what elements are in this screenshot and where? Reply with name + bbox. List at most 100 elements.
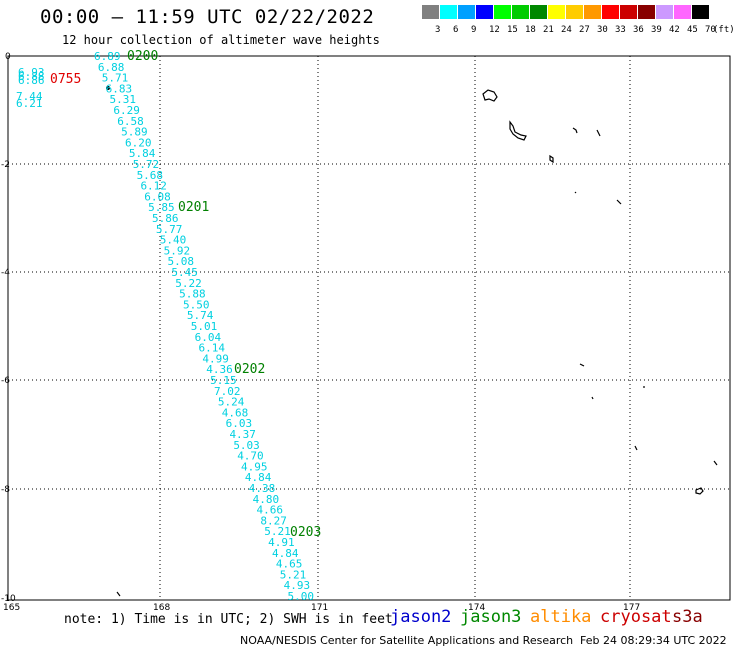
x-tick-label: 177 — [623, 603, 640, 613]
legend-label: 3 — [435, 25, 441, 35]
side-wave-label: 6.21 — [16, 97, 43, 110]
wave-height-label: 5.84 — [129, 147, 156, 160]
side-wave-label: 6.88 — [18, 70, 45, 83]
side-cluster: 6.936.886.86 7.446.21 0755 — [16, 66, 81, 110]
wave-height-label: 6.08 — [144, 190, 171, 203]
footer-timestamp: Feb 24 08:29:34 UTC 2022 — [580, 634, 727, 647]
wave-height-label: 5.74 — [187, 309, 214, 322]
wave-height-label: 6.12 — [140, 180, 167, 193]
page-subtitle: 12 hour collection of altimeter wave hei… — [62, 33, 380, 47]
satellite-jason2: jason2 — [390, 607, 452, 627]
wave-height-label: 5.71 — [102, 72, 128, 85]
legend-swatch — [548, 5, 565, 19]
wave-height-label: 4.91 — [268, 536, 295, 549]
legend-label: 42 — [669, 25, 680, 35]
coastline-shapes — [116, 89, 718, 597]
legend-label: 39 — [651, 25, 662, 35]
wave-height-label: 5.45 — [171, 266, 198, 279]
wave-height-label: 6.14 — [198, 342, 225, 355]
satellite-cryosat: cryosat — [600, 607, 672, 627]
wave-height-label: 7.02 — [214, 385, 241, 398]
legend-swatch — [440, 5, 457, 19]
side-wave-label: 6.86 — [18, 74, 45, 87]
legend-swatch — [584, 5, 601, 19]
legend-swatch — [692, 5, 709, 19]
wave-height-label: 5.21 — [264, 525, 291, 538]
satellite-s3a: s3a — [672, 607, 703, 627]
wave-height-label: 5.15 — [210, 374, 237, 387]
wave-height-label: 4.99 — [202, 352, 229, 365]
wave-height-label: 6.83 — [106, 82, 133, 95]
wave-height-label: 8.27 — [260, 514, 287, 527]
map-grid — [8, 56, 730, 600]
legend-swatch — [530, 5, 547, 19]
wave-height-label: 5.77 — [156, 223, 183, 236]
wave-height-label: 5.24 — [218, 396, 245, 409]
satellite-jason3: jason3 — [460, 607, 522, 627]
wave-height-label: 6.03 — [226, 417, 253, 430]
page-title: 00:00 – 11:59 UTC 02/22/2022 — [40, 6, 375, 28]
legend-label: 24 — [561, 25, 572, 35]
wave-height-label: 5.50 — [183, 298, 210, 311]
side-time-label: 0755 — [50, 72, 81, 87]
legend-swatch — [620, 5, 637, 19]
x-tick-label: 168 — [153, 603, 170, 613]
wave-height-label: 5.89 — [121, 126, 148, 139]
wave-height-label: 5.68 — [137, 169, 164, 182]
legend-swatch — [656, 5, 673, 19]
wave-height-label: 4.66 — [257, 504, 284, 517]
legend-label: 45 — [687, 25, 698, 35]
y-tick-label: -2 — [1, 160, 10, 170]
legend-label: 70 — [705, 25, 716, 35]
satellite-altika: altika — [530, 607, 592, 627]
legend-label: (ft) — [713, 25, 735, 35]
y-tick-label: 0 — [5, 52, 11, 62]
wave-height-label: 4.80 — [253, 493, 279, 506]
wave-height-label: 5.86 — [152, 212, 179, 225]
wave-height-label: 5.31 — [109, 93, 136, 106]
legend-label: 18 — [525, 25, 536, 35]
legend-swatch — [422, 5, 439, 19]
wave-height-label: 5.92 — [164, 244, 191, 257]
wave-height-label: 4.95 — [241, 460, 268, 473]
wave-height-label: 4.70 — [237, 450, 264, 463]
wave-height-label: 5.72 — [133, 158, 160, 171]
wave-height-label: 6.88 — [98, 61, 125, 74]
wave-height-label: 4.37 — [229, 428, 256, 441]
legend-swatch — [476, 5, 493, 19]
track-time-label: 0201 — [178, 200, 209, 215]
wave-height-label: 5.08 — [168, 255, 195, 268]
track-start-marker — [106, 86, 110, 90]
legend-label: 9 — [471, 25, 477, 35]
legend-label: 33 — [615, 25, 626, 35]
wave-height-label: 5.22 — [175, 277, 202, 290]
wave-height-label: 5.00 — [288, 590, 315, 603]
legend-swatch — [512, 5, 529, 19]
legend-swatch — [494, 5, 511, 19]
wave-height-label: 6.29 — [113, 104, 140, 117]
x-tick-label: 174 — [468, 603, 485, 613]
wave-height-label: 4.36 — [206, 363, 233, 376]
wave-height-label: 4.93 — [284, 579, 311, 592]
legend-swatch — [566, 5, 583, 19]
wave-height-label: 5.01 — [191, 320, 218, 333]
y-tick-label: -6 — [1, 376, 10, 386]
wave-height-label: 5.03 — [233, 439, 260, 452]
y-tick-label: -4 — [1, 268, 10, 278]
legend-label: 15 — [507, 25, 518, 35]
wave-height-label: 5.21 — [280, 568, 307, 581]
track-time-label: 0203 — [290, 525, 321, 540]
wave-height-label: 4.38 — [249, 482, 275, 495]
wave-height-label: 4.65 — [276, 558, 303, 571]
map-frame — [7, 55, 731, 601]
y-tick-label: -10 — [1, 594, 16, 604]
wave-height-label: 4.68 — [222, 406, 249, 419]
wave-height-label: 5.85 — [148, 201, 175, 214]
wave-height-label: 6.20 — [125, 136, 151, 149]
side-wave-label: 6.93 — [18, 66, 45, 79]
track-time-label: 0200 — [127, 49, 158, 64]
wave-track: 6.896.885.716.835.316.296.585.896.205.84… — [94, 49, 321, 603]
legend-label: 30 — [597, 25, 608, 35]
legend-label: 36 — [633, 25, 644, 35]
